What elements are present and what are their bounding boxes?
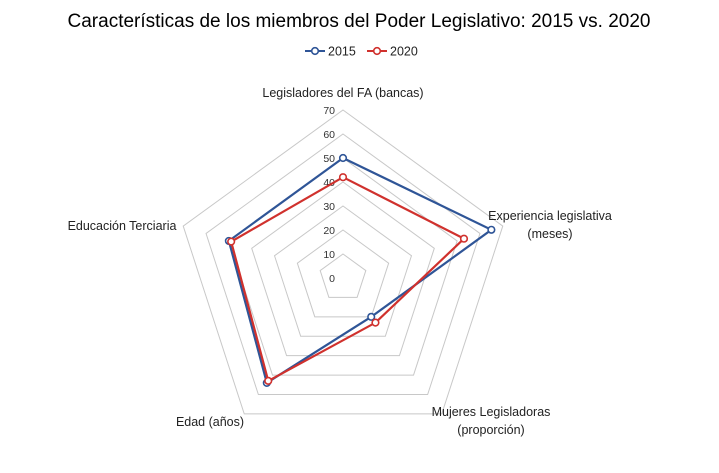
chart-title: Características de los miembros del Pode… bbox=[68, 11, 651, 32]
category-label: (proporción) bbox=[457, 423, 524, 437]
grid bbox=[182, 109, 504, 415]
category-label: Mujeres Legisladoras bbox=[432, 405, 551, 419]
legend-label-2015: 2015 bbox=[328, 45, 356, 59]
tick-label: 0 bbox=[329, 273, 335, 285]
legend-marker-2015 bbox=[310, 46, 320, 56]
data-point-2015 bbox=[367, 312, 376, 321]
legend-label-2020: 2020 bbox=[390, 45, 418, 59]
series-line-2020 bbox=[229, 175, 466, 383]
tick-label: 20 bbox=[323, 225, 335, 237]
legend: 2015 2020 bbox=[305, 45, 418, 59]
gridline-ring bbox=[228, 157, 458, 376]
gridline-ring bbox=[273, 205, 413, 337]
data-point-2015 bbox=[338, 153, 348, 163]
tick-label: 50 bbox=[323, 153, 335, 165]
category-label: (meses) bbox=[527, 227, 572, 241]
series-group bbox=[224, 153, 496, 387]
category-label: Legisladores del FA (bancas) bbox=[262, 86, 423, 100]
gridline-ring bbox=[251, 181, 435, 357]
tick-labels: 0 10 20 30 40 50 60 70 bbox=[323, 105, 335, 285]
data-point-2020 bbox=[459, 234, 469, 243]
gridline-ring bbox=[182, 109, 504, 415]
tick-label: 40 bbox=[323, 177, 335, 189]
category-label: Experiencia legislativa bbox=[488, 209, 612, 223]
data-point-2020 bbox=[371, 318, 380, 327]
data-point-2020 bbox=[338, 173, 348, 182]
tick-label: 10 bbox=[323, 249, 335, 261]
tick-label: 70 bbox=[323, 105, 335, 117]
category-label: Educación Terciaria bbox=[68, 219, 177, 233]
category-labels: Legisladores del FA (bancas) Experiencia … bbox=[68, 86, 612, 437]
gridline-ring bbox=[319, 253, 367, 298]
tick-label: 60 bbox=[323, 129, 335, 141]
legend-marker-2020 bbox=[372, 46, 382, 56]
series-line-2015 bbox=[227, 156, 494, 385]
tick-label: 30 bbox=[323, 201, 335, 213]
category-label: Edad (años) bbox=[176, 415, 244, 429]
gridline-ring bbox=[205, 133, 481, 395]
data-point-2020 bbox=[264, 376, 273, 386]
data-point-2015 bbox=[487, 225, 496, 234]
gridline-ring bbox=[296, 229, 390, 318]
data-point-2020 bbox=[227, 237, 236, 246]
